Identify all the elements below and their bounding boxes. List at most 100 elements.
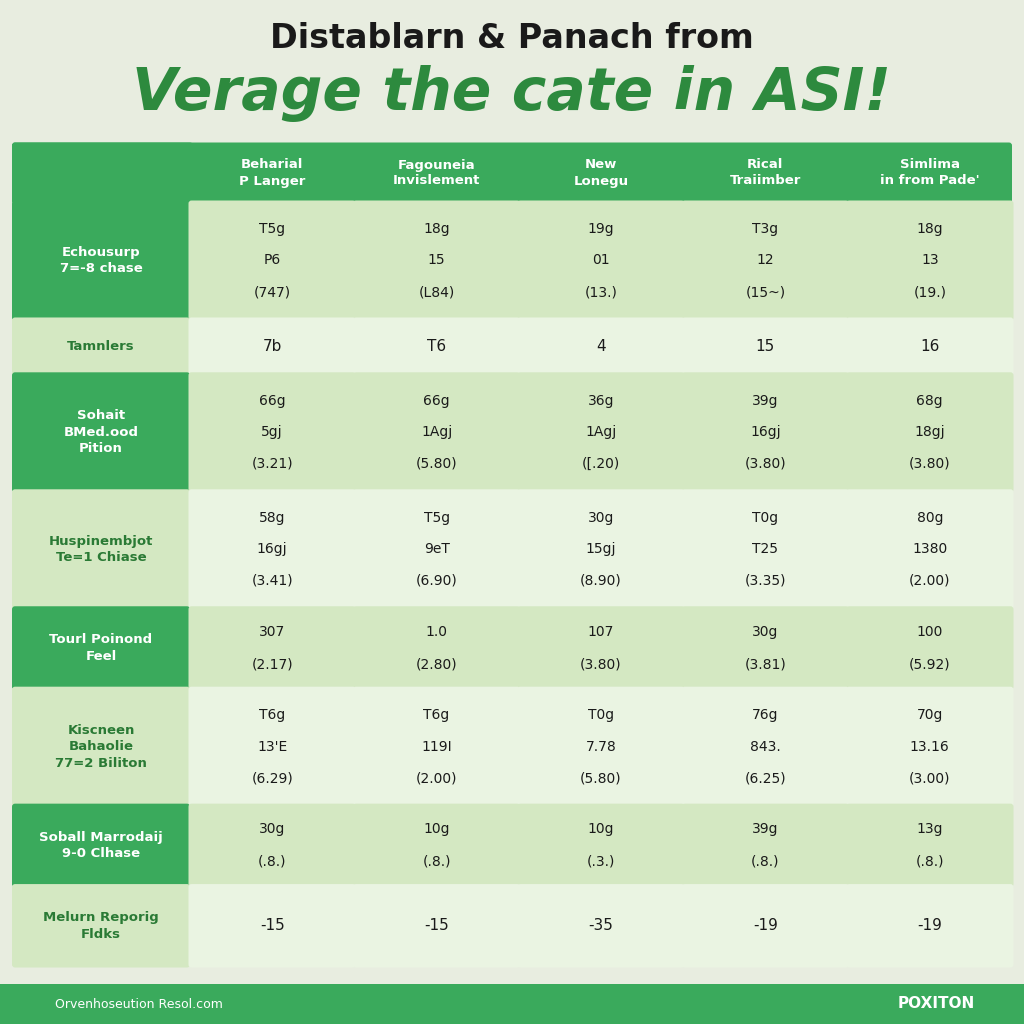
FancyBboxPatch shape (188, 804, 356, 887)
Text: (.8.): (.8.) (915, 854, 944, 868)
FancyBboxPatch shape (353, 804, 520, 887)
Text: Rical
Traiimber: Rical Traiimber (730, 159, 801, 187)
FancyBboxPatch shape (12, 317, 190, 376)
Text: 66g: 66g (259, 393, 286, 408)
FancyBboxPatch shape (517, 201, 685, 321)
Text: Echousurp
7=-8 chase: Echousurp 7=-8 chase (59, 246, 142, 275)
Text: 307: 307 (259, 625, 286, 639)
Text: 1Agj: 1Agj (586, 425, 616, 439)
Text: (3.81): (3.81) (744, 657, 786, 671)
Text: (747): (747) (254, 285, 291, 299)
Text: T6g: T6g (259, 708, 286, 722)
Text: P6: P6 (263, 254, 281, 267)
Text: Beharial
P Langer: Beharial P Langer (239, 159, 305, 187)
Text: 1.0: 1.0 (426, 625, 447, 639)
Text: (13.): (13.) (585, 285, 617, 299)
Text: T0g: T0g (753, 511, 778, 524)
FancyBboxPatch shape (188, 884, 356, 968)
FancyBboxPatch shape (12, 804, 190, 887)
Text: POXITON: POXITON (898, 996, 975, 1012)
Text: -19: -19 (918, 919, 942, 933)
Text: (19.): (19.) (913, 285, 946, 299)
Text: -15: -15 (260, 919, 285, 933)
Text: 76g: 76g (753, 708, 778, 722)
Text: Tourl Poinond
Feel: Tourl Poinond Feel (49, 633, 153, 663)
FancyBboxPatch shape (188, 687, 356, 807)
Text: New
Lonegu: New Lonegu (573, 159, 629, 187)
FancyBboxPatch shape (353, 373, 520, 493)
FancyBboxPatch shape (846, 489, 1014, 609)
FancyBboxPatch shape (12, 489, 190, 609)
Text: 7b: 7b (262, 339, 282, 354)
Text: Fagouneia
Invislement: Fagouneia Invislement (393, 159, 480, 187)
Text: 30g: 30g (259, 822, 286, 837)
FancyBboxPatch shape (353, 884, 520, 968)
Text: 16gj: 16gj (257, 543, 288, 556)
Text: (15~): (15~) (745, 285, 785, 299)
Text: Soball Marrodaij
9-0 Clhase: Soball Marrodaij 9-0 Clhase (39, 830, 163, 860)
FancyBboxPatch shape (188, 373, 356, 493)
FancyBboxPatch shape (12, 687, 190, 807)
FancyBboxPatch shape (12, 142, 193, 204)
Text: 13'E: 13'E (257, 739, 288, 754)
Text: 19g: 19g (588, 222, 614, 236)
Text: Sohait
BMed.ood
Pition: Sohait BMed.ood Pition (63, 410, 138, 456)
Text: 5gj: 5gj (261, 425, 283, 439)
FancyBboxPatch shape (682, 687, 849, 807)
FancyBboxPatch shape (846, 606, 1014, 690)
Text: (3.41): (3.41) (251, 573, 293, 588)
Text: (.8.): (.8.) (258, 854, 287, 868)
Text: (5.80): (5.80) (416, 457, 458, 471)
FancyBboxPatch shape (682, 317, 849, 376)
FancyBboxPatch shape (846, 373, 1014, 493)
Text: 70g: 70g (916, 708, 943, 722)
Text: 9eT: 9eT (424, 543, 450, 556)
FancyBboxPatch shape (846, 317, 1014, 376)
FancyBboxPatch shape (353, 489, 520, 609)
Text: (.3.): (.3.) (587, 854, 615, 868)
FancyBboxPatch shape (846, 804, 1014, 887)
FancyBboxPatch shape (517, 884, 685, 968)
FancyBboxPatch shape (12, 201, 190, 321)
Text: Kiscneen
Bahaolie
77=2 Biliton: Kiscneen Bahaolie 77=2 Biliton (55, 724, 146, 770)
FancyBboxPatch shape (517, 606, 685, 690)
Text: 18g: 18g (916, 222, 943, 236)
FancyBboxPatch shape (188, 317, 356, 376)
Text: 13.16: 13.16 (910, 739, 949, 754)
Text: 100: 100 (916, 625, 943, 639)
Text: 10g: 10g (588, 822, 614, 837)
Text: T6: T6 (427, 339, 446, 354)
Text: (3.80): (3.80) (909, 457, 950, 471)
Text: (3.80): (3.80) (744, 457, 786, 471)
Text: (.8.): (.8.) (422, 854, 451, 868)
Text: (3.00): (3.00) (909, 771, 950, 785)
FancyBboxPatch shape (353, 201, 520, 321)
FancyBboxPatch shape (682, 884, 849, 968)
Text: 7.78: 7.78 (586, 739, 616, 754)
FancyBboxPatch shape (188, 606, 356, 690)
FancyBboxPatch shape (188, 489, 356, 609)
Text: 30g: 30g (588, 511, 614, 524)
Text: 80g: 80g (916, 511, 943, 524)
FancyBboxPatch shape (682, 804, 849, 887)
Text: 01: 01 (592, 254, 610, 267)
Text: (L84): (L84) (419, 285, 455, 299)
Text: 18gj: 18gj (914, 425, 945, 439)
Text: T3g: T3g (753, 222, 778, 236)
Text: 15: 15 (756, 339, 775, 354)
Text: T5g: T5g (259, 222, 286, 236)
Text: Simlima
in from Pade': Simlima in from Pade' (880, 159, 980, 187)
Text: -15: -15 (424, 919, 449, 933)
Text: Distablarn & Panach from: Distablarn & Panach from (270, 23, 754, 55)
Text: (8.90): (8.90) (581, 573, 622, 588)
Text: 15gj: 15gj (586, 543, 616, 556)
Text: Melurn Reporig
Fldks: Melurn Reporig Fldks (43, 911, 159, 940)
FancyBboxPatch shape (682, 373, 849, 493)
Text: 68g: 68g (916, 393, 943, 408)
Text: 12: 12 (757, 254, 774, 267)
FancyBboxPatch shape (353, 606, 520, 690)
Text: 107: 107 (588, 625, 614, 639)
FancyBboxPatch shape (12, 373, 190, 493)
Text: 58g: 58g (259, 511, 286, 524)
Text: 16gj: 16gj (751, 425, 780, 439)
